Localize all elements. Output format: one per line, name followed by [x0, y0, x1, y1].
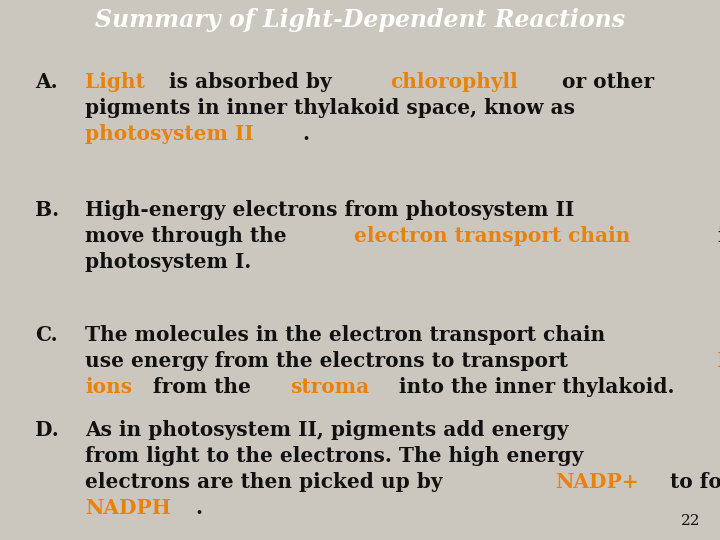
Text: ions: ions	[85, 377, 132, 397]
Text: use energy from the electrons to transport: use energy from the electrons to transpo…	[85, 351, 575, 371]
Text: NADP+: NADP+	[555, 472, 639, 492]
Text: C.: C.	[35, 325, 58, 345]
Text: into the inner thylakoid.: into the inner thylakoid.	[392, 377, 675, 397]
Text: A.: A.	[35, 72, 58, 92]
Text: As in photosystem II, pigments add energy: As in photosystem II, pigments add energ…	[85, 420, 568, 440]
Text: B.: B.	[35, 200, 59, 220]
Text: D.: D.	[35, 420, 59, 440]
Text: chlorophyll: chlorophyll	[390, 72, 518, 92]
Text: to form: to form	[663, 472, 720, 492]
Text: NADPH: NADPH	[85, 498, 171, 518]
Text: from light to the electrons. The high energy: from light to the electrons. The high en…	[85, 446, 583, 466]
Text: High-energy electrons from photosystem II: High-energy electrons from photosystem I…	[85, 200, 575, 220]
Text: photosystem II: photosystem II	[85, 124, 253, 144]
Text: electron transport chain: electron transport chain	[354, 226, 631, 246]
Text: H+: H+	[717, 351, 720, 371]
Text: is absorbed by: is absorbed by	[162, 72, 339, 92]
Text: from the: from the	[146, 377, 258, 397]
Text: Summary of Light-Dependent Reactions: Summary of Light-Dependent Reactions	[95, 8, 625, 32]
Text: electrons are then picked up by: electrons are then picked up by	[85, 472, 449, 492]
Text: .: .	[196, 498, 202, 518]
Text: stroma: stroma	[290, 377, 369, 397]
Text: .: .	[302, 124, 310, 144]
Text: in: in	[711, 226, 720, 246]
Text: move through the: move through the	[85, 226, 294, 246]
Text: or other: or other	[555, 72, 654, 92]
Text: 22: 22	[680, 514, 700, 528]
Text: photosystem I.: photosystem I.	[85, 252, 251, 272]
Text: pigments in inner thylakoid space, know as: pigments in inner thylakoid space, know …	[85, 98, 575, 118]
Text: Light: Light	[85, 72, 145, 92]
Text: The molecules in the electron transport chain: The molecules in the electron transport …	[85, 325, 606, 345]
